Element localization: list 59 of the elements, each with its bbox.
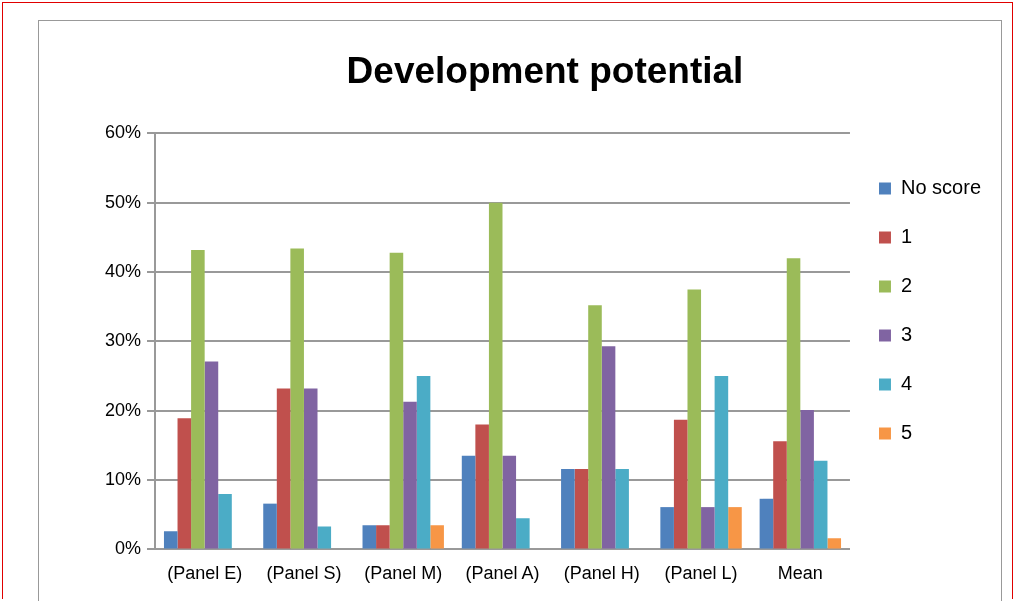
bar bbox=[827, 538, 842, 549]
bar bbox=[502, 455, 517, 549]
y-tick-label: 0% bbox=[115, 538, 142, 559]
bar bbox=[317, 526, 332, 549]
bar bbox=[813, 460, 828, 549]
legend-label: 3 bbox=[900, 323, 913, 346]
legend-label: 4 bbox=[900, 372, 913, 395]
x-tick-label: (Panel E) bbox=[167, 563, 243, 584]
y-tick-label: 40% bbox=[105, 261, 142, 282]
y-tick-label: 20% bbox=[105, 399, 142, 420]
bar bbox=[516, 518, 530, 549]
x-tick-label: Mean bbox=[777, 563, 823, 584]
bar bbox=[276, 388, 291, 549]
y-tick-label: 10% bbox=[105, 469, 142, 490]
bar bbox=[177, 418, 192, 549]
legend-label: No score bbox=[900, 176, 981, 199]
bar bbox=[673, 419, 688, 549]
y-tick-label: 50% bbox=[105, 191, 142, 212]
bar bbox=[601, 346, 616, 549]
bar bbox=[701, 507, 715, 549]
chart-title: Development potential bbox=[346, 50, 744, 92]
bar bbox=[263, 503, 277, 549]
legend-label: 5 bbox=[900, 421, 913, 444]
bar bbox=[191, 249, 205, 549]
bar bbox=[303, 388, 318, 549]
bar bbox=[403, 401, 417, 549]
bar bbox=[204, 361, 219, 549]
bar bbox=[728, 507, 742, 549]
bar bbox=[376, 525, 390, 549]
bar bbox=[687, 289, 702, 549]
bar bbox=[588, 305, 602, 549]
x-tick-label: (Panel L) bbox=[664, 563, 738, 584]
bar bbox=[430, 525, 444, 549]
bar bbox=[759, 498, 774, 549]
bar bbox=[362, 525, 377, 549]
y-tick-label: 30% bbox=[105, 330, 142, 351]
legend-label: 2 bbox=[900, 274, 913, 297]
bar bbox=[163, 531, 178, 549]
bar bbox=[773, 441, 787, 549]
bar bbox=[574, 468, 589, 549]
bar bbox=[488, 202, 503, 549]
x-tick-label: (Panel A) bbox=[465, 563, 540, 584]
legend-label: 1 bbox=[900, 225, 913, 248]
bar bbox=[416, 376, 431, 549]
bar bbox=[800, 410, 814, 549]
x-tick-label: (Panel H) bbox=[563, 563, 640, 584]
bar bbox=[561, 468, 575, 549]
bar bbox=[660, 507, 674, 549]
bar bbox=[461, 455, 476, 549]
bar bbox=[615, 468, 629, 549]
bar bbox=[290, 248, 304, 549]
bar bbox=[389, 252, 404, 549]
x-tick-label: (Panel M) bbox=[364, 563, 443, 584]
bar bbox=[218, 493, 232, 549]
bar bbox=[786, 258, 801, 549]
bar bbox=[475, 424, 489, 549]
y-tick-label: 60% bbox=[105, 122, 142, 143]
bar bbox=[714, 376, 729, 549]
x-tick-label: (Panel S) bbox=[266, 563, 342, 584]
